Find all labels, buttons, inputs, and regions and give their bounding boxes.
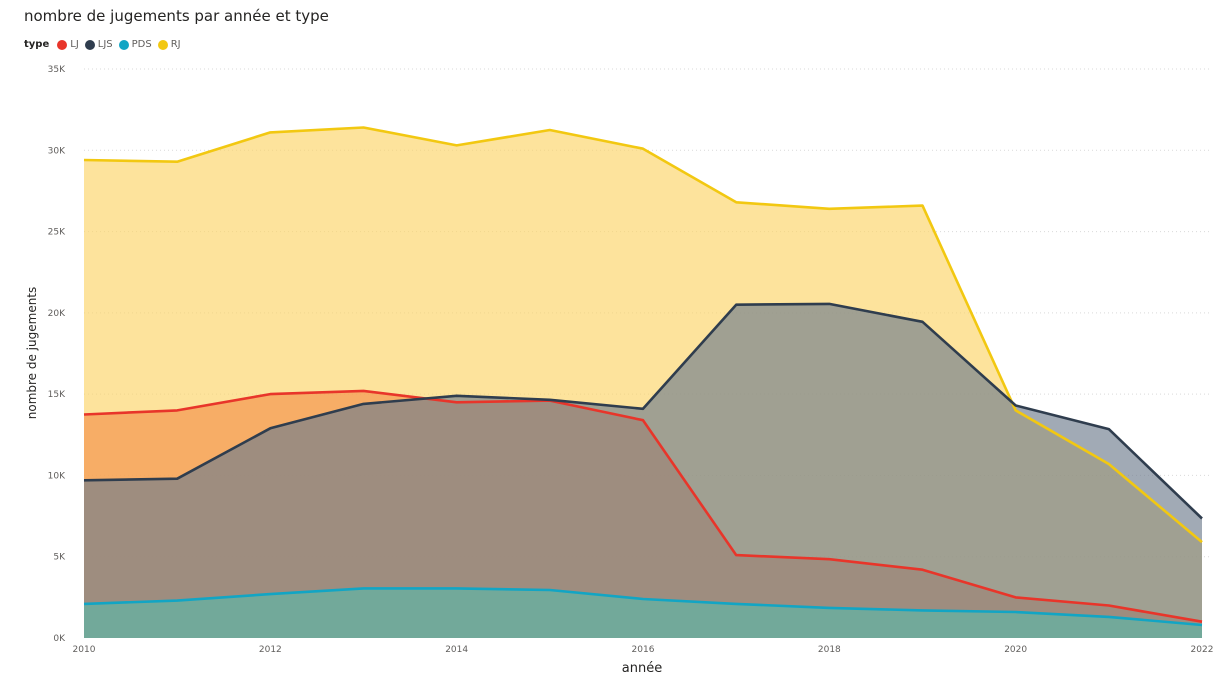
y-tick-label: 15K — [48, 390, 66, 400]
line-lj[interactable] — [83, 389, 1203, 623]
x-tick-label: 2020 — [1004, 645, 1027, 655]
legend-title: type — [24, 39, 50, 50]
series-lines — [83, 126, 1203, 627]
y-tick-label: 35K — [48, 65, 66, 75]
y-axis-label: nombre de jugements — [25, 287, 39, 420]
y-tick-label: 25K — [48, 228, 66, 238]
chart-title: nombre de jugements par année et type — [24, 7, 329, 25]
y-tick-label: 5K — [53, 553, 66, 563]
x-tick-label: 2014 — [445, 645, 468, 655]
legend: type LJ LJS PDS RJ — [24, 39, 187, 50]
legend-label-ljs: LJS — [97, 39, 113, 50]
legend-swatch-lj — [57, 39, 68, 50]
legend-item-ljs[interactable]: LJS — [84, 39, 113, 50]
area-ljs — [84, 303, 1202, 638]
x-tick-label: 2012 — [259, 645, 282, 655]
area-fills — [84, 127, 1202, 638]
legend-swatch-pds — [118, 39, 129, 50]
legend-label-pds: PDS — [131, 39, 152, 50]
y-tick-label: 10K — [48, 471, 66, 481]
x-axis-ticks: 2010 2012 2014 2016 2018 2020 2022 — [73, 645, 1214, 655]
x-tick-label: 2018 — [818, 645, 841, 655]
y-tick-label: 30K — [48, 146, 66, 156]
line-ljs[interactable] — [83, 302, 1203, 520]
x-tick-label: 2022 — [1191, 645, 1214, 655]
y-axis-ticks: 0K 5K 10K 15K 20K 25K 30K 35K — [48, 65, 66, 644]
line-rj[interactable] — [83, 126, 1203, 544]
legend-swatch-rj — [157, 39, 168, 50]
legend-item-lj[interactable]: LJ — [57, 39, 79, 50]
line-pds[interactable] — [83, 587, 1203, 627]
x-tick-label: 2010 — [73, 645, 96, 655]
x-tick-label: 2016 — [632, 645, 655, 655]
x-axis-label: année — [622, 661, 662, 676]
area-pds — [84, 588, 1202, 638]
legend-label-rj: RJ — [170, 39, 181, 50]
y-tick-label: 0K — [53, 634, 66, 644]
legend-item-rj[interactable]: RJ — [157, 39, 181, 50]
legend-swatch-ljs — [84, 39, 95, 50]
legend-label-lj: LJ — [70, 39, 79, 50]
legend-item-pds[interactable]: PDS — [118, 39, 152, 50]
y-tick-label: 20K — [48, 309, 66, 319]
